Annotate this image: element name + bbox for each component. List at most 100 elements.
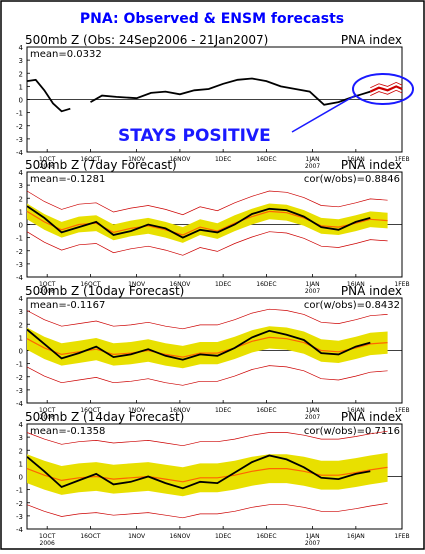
x-tick-label: 16JAN <box>347 533 365 540</box>
panel-title: 500mb Z (14day Forecast) <box>25 410 184 424</box>
chart-panel: 500mb Z (14day Forecast) PNA index mean=-0… <box>16 410 410 547</box>
x-tick-year: 2007 <box>305 163 320 170</box>
mean-label: mean=0.0332 <box>30 49 102 60</box>
panel-title: 500mb Z (7day Forecast) <box>25 158 177 172</box>
y-tick-label: 1 <box>19 334 23 342</box>
x-tick-label: 1DEC <box>215 156 231 163</box>
x-tick-year: 2006 <box>40 288 55 295</box>
y-tick-label: 3 <box>19 434 23 442</box>
ensemble-min-line <box>26 365 388 386</box>
annotation-text: STAYS POSITIVE <box>118 126 271 146</box>
x-tick-label: 1OCT <box>39 281 56 288</box>
y-tick-label: -2 <box>16 248 23 256</box>
panel-right-label: PNA index <box>341 158 402 172</box>
ensemble-max-line <box>26 430 388 447</box>
x-tick-year: 2007 <box>305 288 320 295</box>
x-tick-label: 1DEC <box>215 407 231 414</box>
ensemble-spread <box>27 326 388 369</box>
corr-label: cor(w/obs)=0.8432 <box>304 300 400 311</box>
panel-title: 500mb Z (10day Forecast) <box>25 284 184 298</box>
ensemble-max-line <box>26 190 388 216</box>
x-tick-label: 16DEC <box>256 281 276 288</box>
x-tick-year: 2007 <box>305 414 320 421</box>
panel-right-label: PNA index <box>341 410 402 424</box>
y-tick-label: -2 <box>16 374 23 382</box>
y-tick-label: 2 <box>19 70 23 78</box>
y-tick-label: -3 <box>16 513 23 521</box>
mean-label: mean=-0.1281 <box>30 174 105 185</box>
x-tick-label: 1FEB <box>394 281 409 288</box>
y-tick-label: 3 <box>19 57 23 65</box>
annotation-pointer <box>291 94 356 133</box>
y-tick-label: 4 <box>19 44 24 52</box>
observed-line <box>26 77 371 113</box>
x-tick-label: 16OCT <box>80 407 101 414</box>
x-tick-label: 16OCT <box>80 281 101 288</box>
highlight-ellipse <box>352 73 414 105</box>
y-tick-label: -4 <box>16 274 24 282</box>
x-tick-label: 1JAN <box>306 533 320 540</box>
x-tick-label: 1NOV <box>128 156 146 163</box>
y-tick-label: 0 <box>19 348 23 356</box>
y-tick-label: 0 <box>19 97 23 105</box>
y-tick-label: -3 <box>16 136 23 144</box>
chart-panel: 500mb Z (7day Forecast) PNA index mean=-0.… <box>16 158 410 295</box>
ensemble-min-line <box>26 231 388 256</box>
y-tick-label: 2 <box>19 447 23 455</box>
forecast-spread-line <box>370 89 403 96</box>
y-tick-label: -1 <box>16 487 23 495</box>
ensemble-max-line <box>26 308 388 330</box>
x-tick-label: 16JAN <box>347 156 365 163</box>
mean-label: mean=-0.1358 <box>30 426 105 437</box>
panel-right-label: PNA index <box>341 33 402 47</box>
x-tick-label: 1JAN <box>306 407 320 414</box>
x-tick-label: 1NOV <box>128 281 146 288</box>
y-tick-label: 1 <box>19 460 23 468</box>
y-tick-label: -2 <box>16 123 23 131</box>
panel-right-label: PNA index <box>341 284 402 298</box>
y-tick-label: 2 <box>19 321 23 329</box>
x-tick-label: 1OCT <box>39 533 56 540</box>
y-tick-label: 0 <box>19 222 23 230</box>
y-tick-label: -3 <box>16 387 23 395</box>
corr-label: cor(w/obs)=0.8846 <box>304 174 400 185</box>
x-tick-year: 2006 <box>40 540 55 547</box>
x-tick-year: 2006 <box>40 163 55 170</box>
chart-panel: 500mb Z (10day Forecast) PNA index mean=-0… <box>16 284 410 421</box>
chart-panel: 500mb Z (Obs: 24Sep2006 - 21Jan2007) PNA … <box>16 33 414 170</box>
x-tick-label: 1NOV <box>128 407 146 414</box>
y-tick-label: 4 <box>19 421 24 429</box>
x-tick-label: 1OCT <box>39 156 56 163</box>
x-tick-label: 1FEB <box>394 407 409 414</box>
x-tick-label: 16NOV <box>169 281 191 288</box>
x-tick-label: 1DEC <box>215 533 231 540</box>
x-tick-label: 16NOV <box>169 533 191 540</box>
forecast-spread-line <box>370 81 403 89</box>
observed-line <box>26 454 371 490</box>
x-tick-label: 16JAN <box>347 407 365 414</box>
x-tick-label: 16NOV <box>169 156 191 163</box>
y-tick-label: 1 <box>19 208 23 216</box>
x-tick-year: 2006 <box>40 414 55 421</box>
y-tick-label: -1 <box>16 235 23 243</box>
x-tick-label: 16OCT <box>80 156 101 163</box>
y-tick-label: -4 <box>16 149 24 157</box>
observed-line <box>26 328 371 361</box>
x-tick-year: 2007 <box>305 540 320 547</box>
x-tick-label: 1JAN <box>306 156 320 163</box>
x-tick-label: 16DEC <box>256 533 276 540</box>
x-tick-label: 1OCT <box>39 407 56 414</box>
x-tick-label: 1FEB <box>394 156 409 163</box>
y-tick-label: 4 <box>19 295 24 303</box>
x-tick-label: 16DEC <box>256 407 276 414</box>
ensemble-min-line <box>26 503 388 519</box>
y-tick-label: -1 <box>16 110 23 118</box>
x-tick-label: 16JAN <box>347 281 365 288</box>
observed-line <box>26 205 371 239</box>
x-tick-label: 1DEC <box>215 281 231 288</box>
y-tick-label: -3 <box>16 261 23 269</box>
x-tick-label: 1FEB <box>394 533 409 540</box>
y-tick-label: 3 <box>19 182 23 190</box>
